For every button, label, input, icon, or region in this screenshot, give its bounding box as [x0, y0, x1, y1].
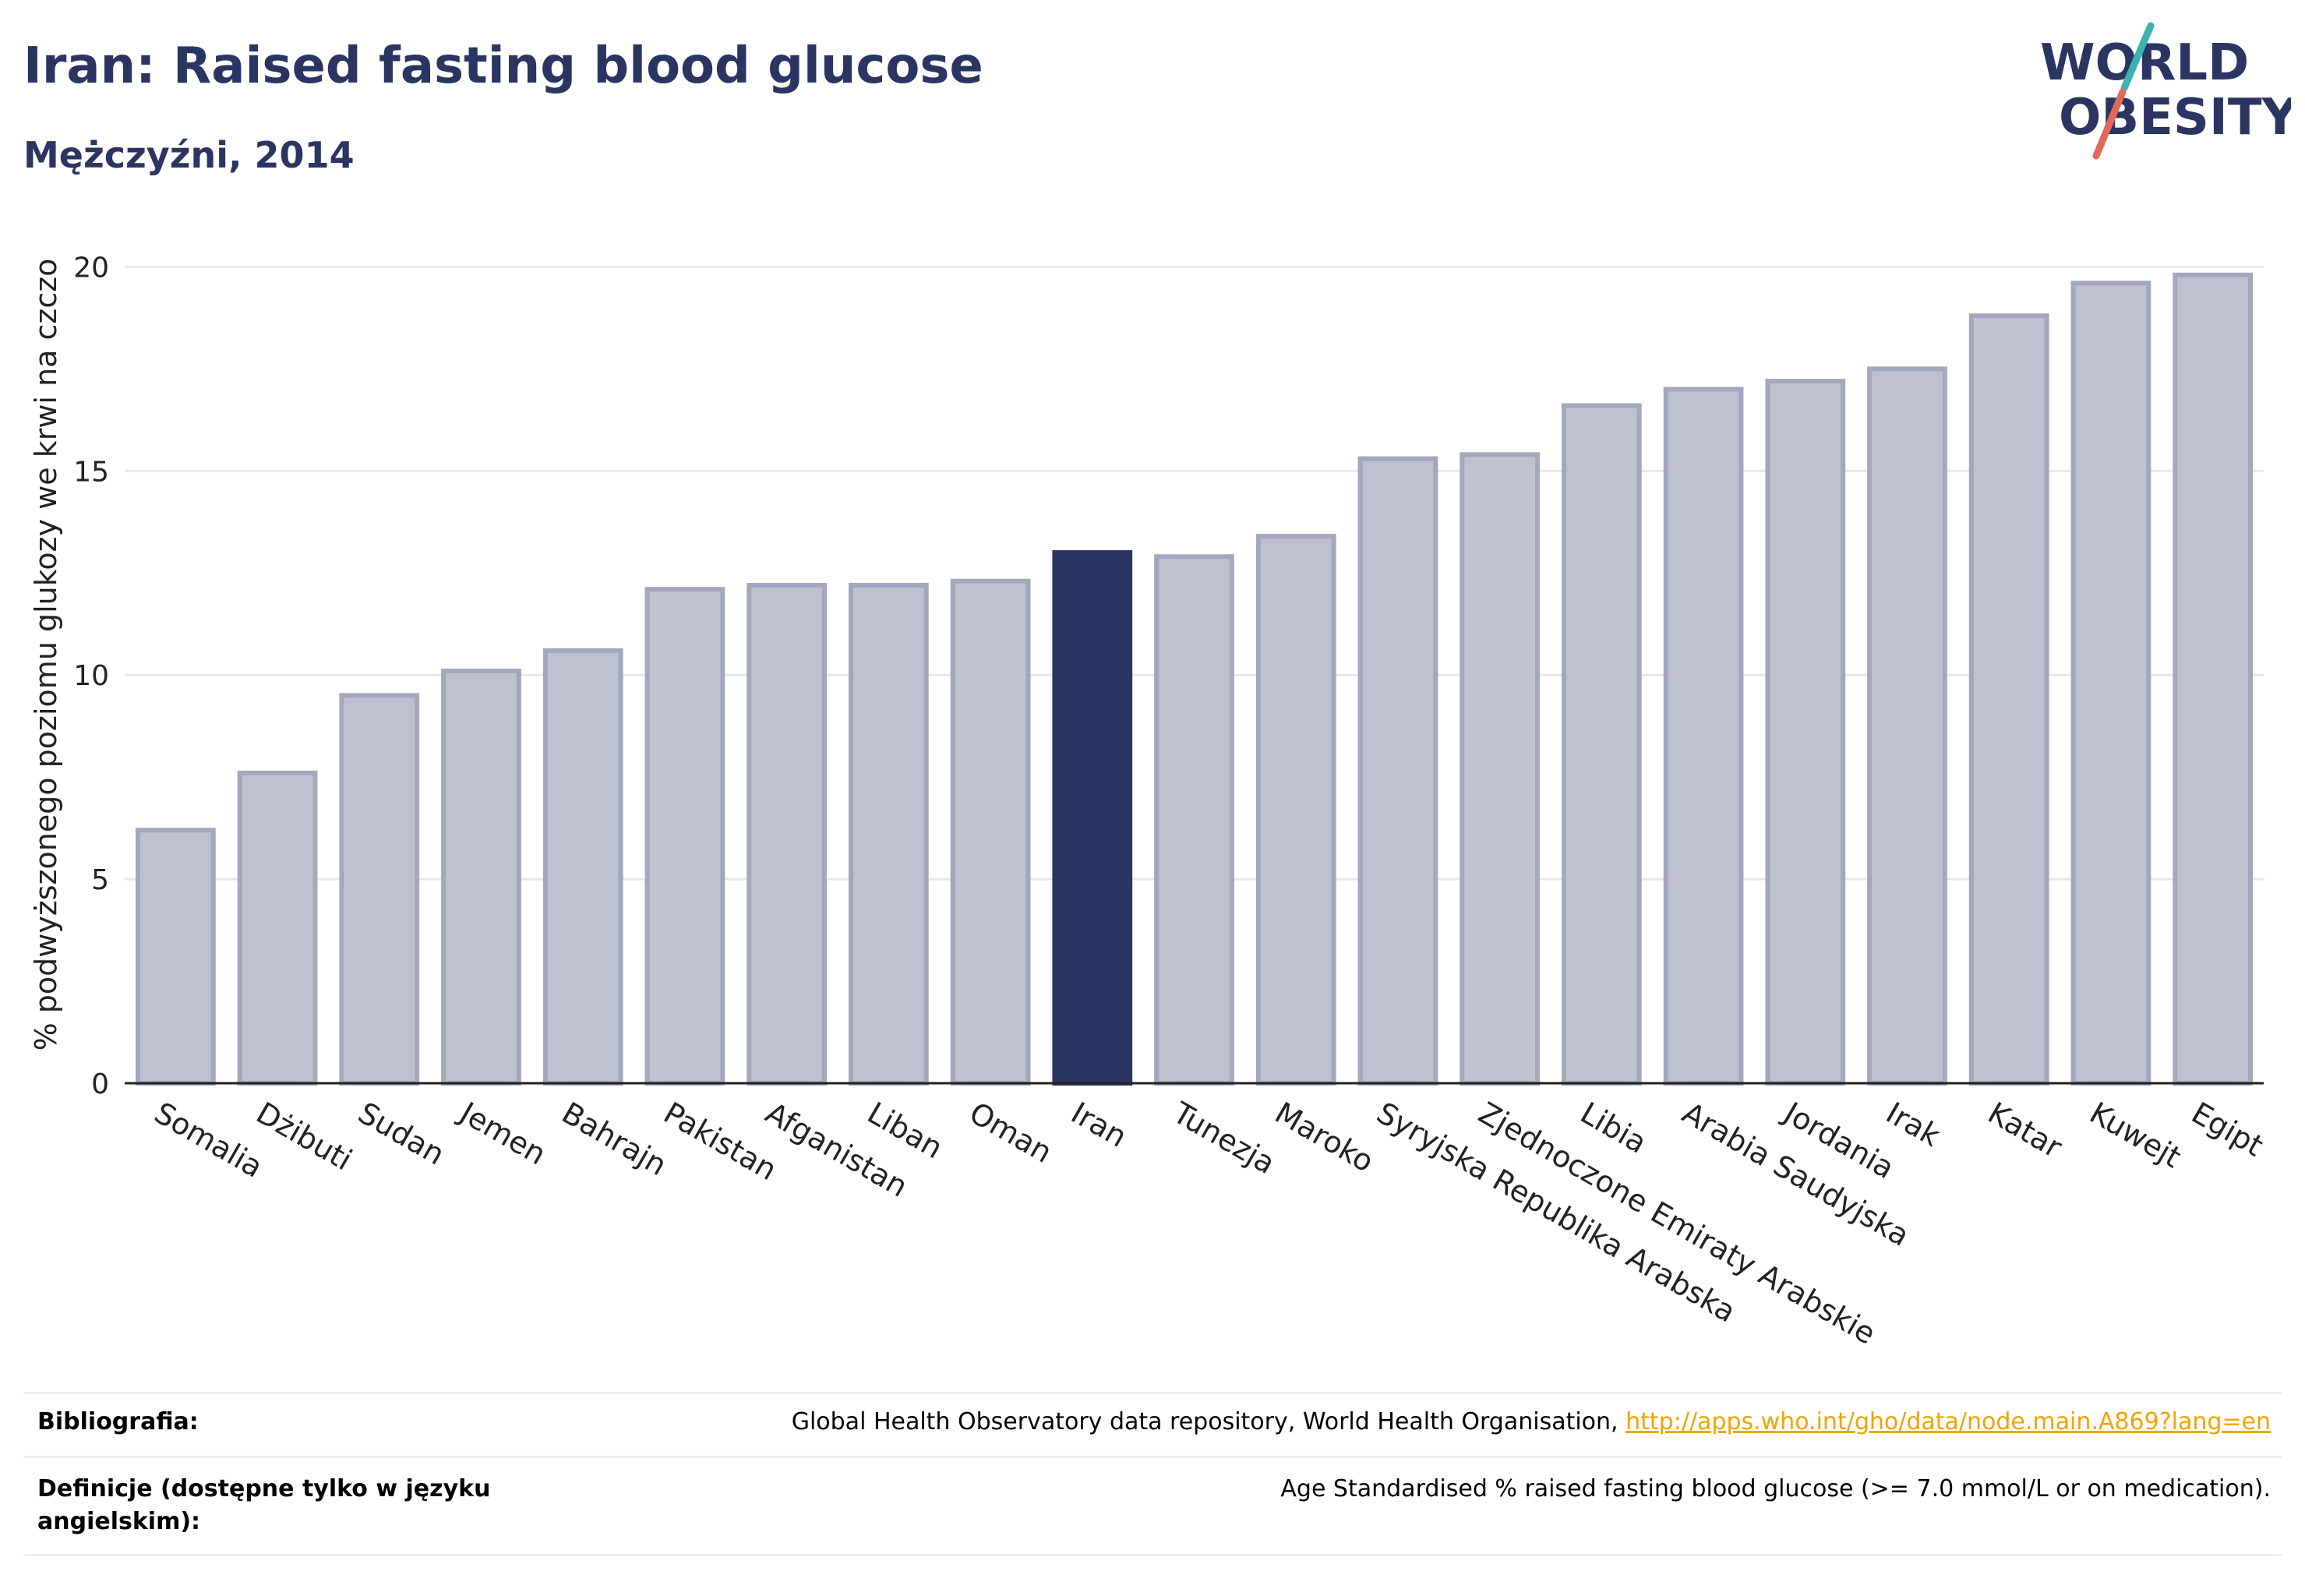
x-tick-label: Bahrajn	[556, 1096, 672, 1183]
x-tick-label: Egipt	[2186, 1096, 2269, 1163]
x-tick-label: Katar	[1982, 1096, 2068, 1165]
chart-title: Iran: Raised fasting blood glucose	[23, 37, 983, 95]
bar-egipt	[2173, 272, 2254, 1086]
x-tick-label: Maroko	[1269, 1096, 1380, 1179]
x-tick-label: Oman	[964, 1096, 1058, 1170]
bar-tunezja	[1154, 554, 1234, 1086]
bibliography-text: Global Health Observatory data repositor…	[791, 1408, 1618, 1435]
bar-zjednoczone-emiraty-arabskie	[1460, 452, 1541, 1086]
footer: Bibliografia: Global Health Observatory …	[23, 1392, 2282, 1563]
x-tick-label: Somalia	[149, 1096, 269, 1185]
bar-sudan	[339, 693, 420, 1086]
y-tick-label: 15	[73, 456, 109, 488]
bibliography-value: Global Health Observatory data repositor…	[792, 1406, 2271, 1439]
bar-iran	[1052, 550, 1133, 1086]
bar-afganistan	[747, 582, 828, 1086]
x-tick-label: Jemen	[453, 1095, 552, 1172]
x-tick-label: Iran	[1065, 1096, 1132, 1154]
bibliography-link[interactable]: http://apps.who.int/gho/data/node.main.A…	[1626, 1408, 2271, 1435]
bibliography-label: Bibliografia:	[37, 1408, 199, 1435]
bar-somalia	[135, 828, 216, 1086]
bar-katar	[1968, 313, 2049, 1086]
chart-subtitle: Mężczyźni, 2014	[23, 134, 355, 176]
x-tick-label: Kuwejt	[2084, 1096, 2187, 1175]
y-tick-label: 10	[73, 660, 109, 692]
world-obesity-logo: WORLD OBESITY	[2040, 22, 2291, 160]
definitions-label: Definicje (dostępne tylko w języku angie…	[37, 1475, 491, 1535]
bar-kuwejt	[2070, 281, 2151, 1086]
bar-dżibuti	[237, 770, 318, 1086]
bar-jordania	[1765, 379, 1846, 1086]
y-tick-label: 0	[91, 1068, 109, 1100]
bar-pakistan	[644, 587, 725, 1086]
bar-libia	[1561, 403, 1642, 1086]
y-axis-label: % podwyższonego poziomu glukozy we krwi …	[29, 259, 63, 1051]
logo-line2: OBESITY	[2059, 89, 2291, 147]
bar-bahrajn	[542, 648, 623, 1086]
definitions-value: Age Standardised % raised fasting blood …	[1280, 1475, 2271, 1502]
bar-irak	[1867, 366, 1947, 1086]
x-tick-label: Dżibuti	[251, 1096, 358, 1178]
bars	[135, 272, 2254, 1086]
bar-maroko	[1255, 534, 1336, 1086]
y-tick-label: 5	[91, 864, 109, 896]
bar-syryjska-republika-arabska	[1357, 456, 1438, 1086]
bar-arabia-saudyjska	[1663, 387, 1744, 1086]
x-tick-label: Sudan	[352, 1096, 450, 1172]
x-tick-label: Pakistan	[658, 1096, 782, 1188]
y-tick-labels: 0 5 10 15 20	[73, 252, 109, 1100]
bar-jemen	[441, 668, 521, 1086]
bar-oman	[950, 578, 1031, 1086]
y-tick-label: 20	[73, 252, 109, 284]
x-tick-label: Irak	[1880, 1096, 1946, 1153]
bar-liban	[848, 582, 929, 1086]
x-tick-label: Tunezja	[1167, 1095, 1281, 1181]
